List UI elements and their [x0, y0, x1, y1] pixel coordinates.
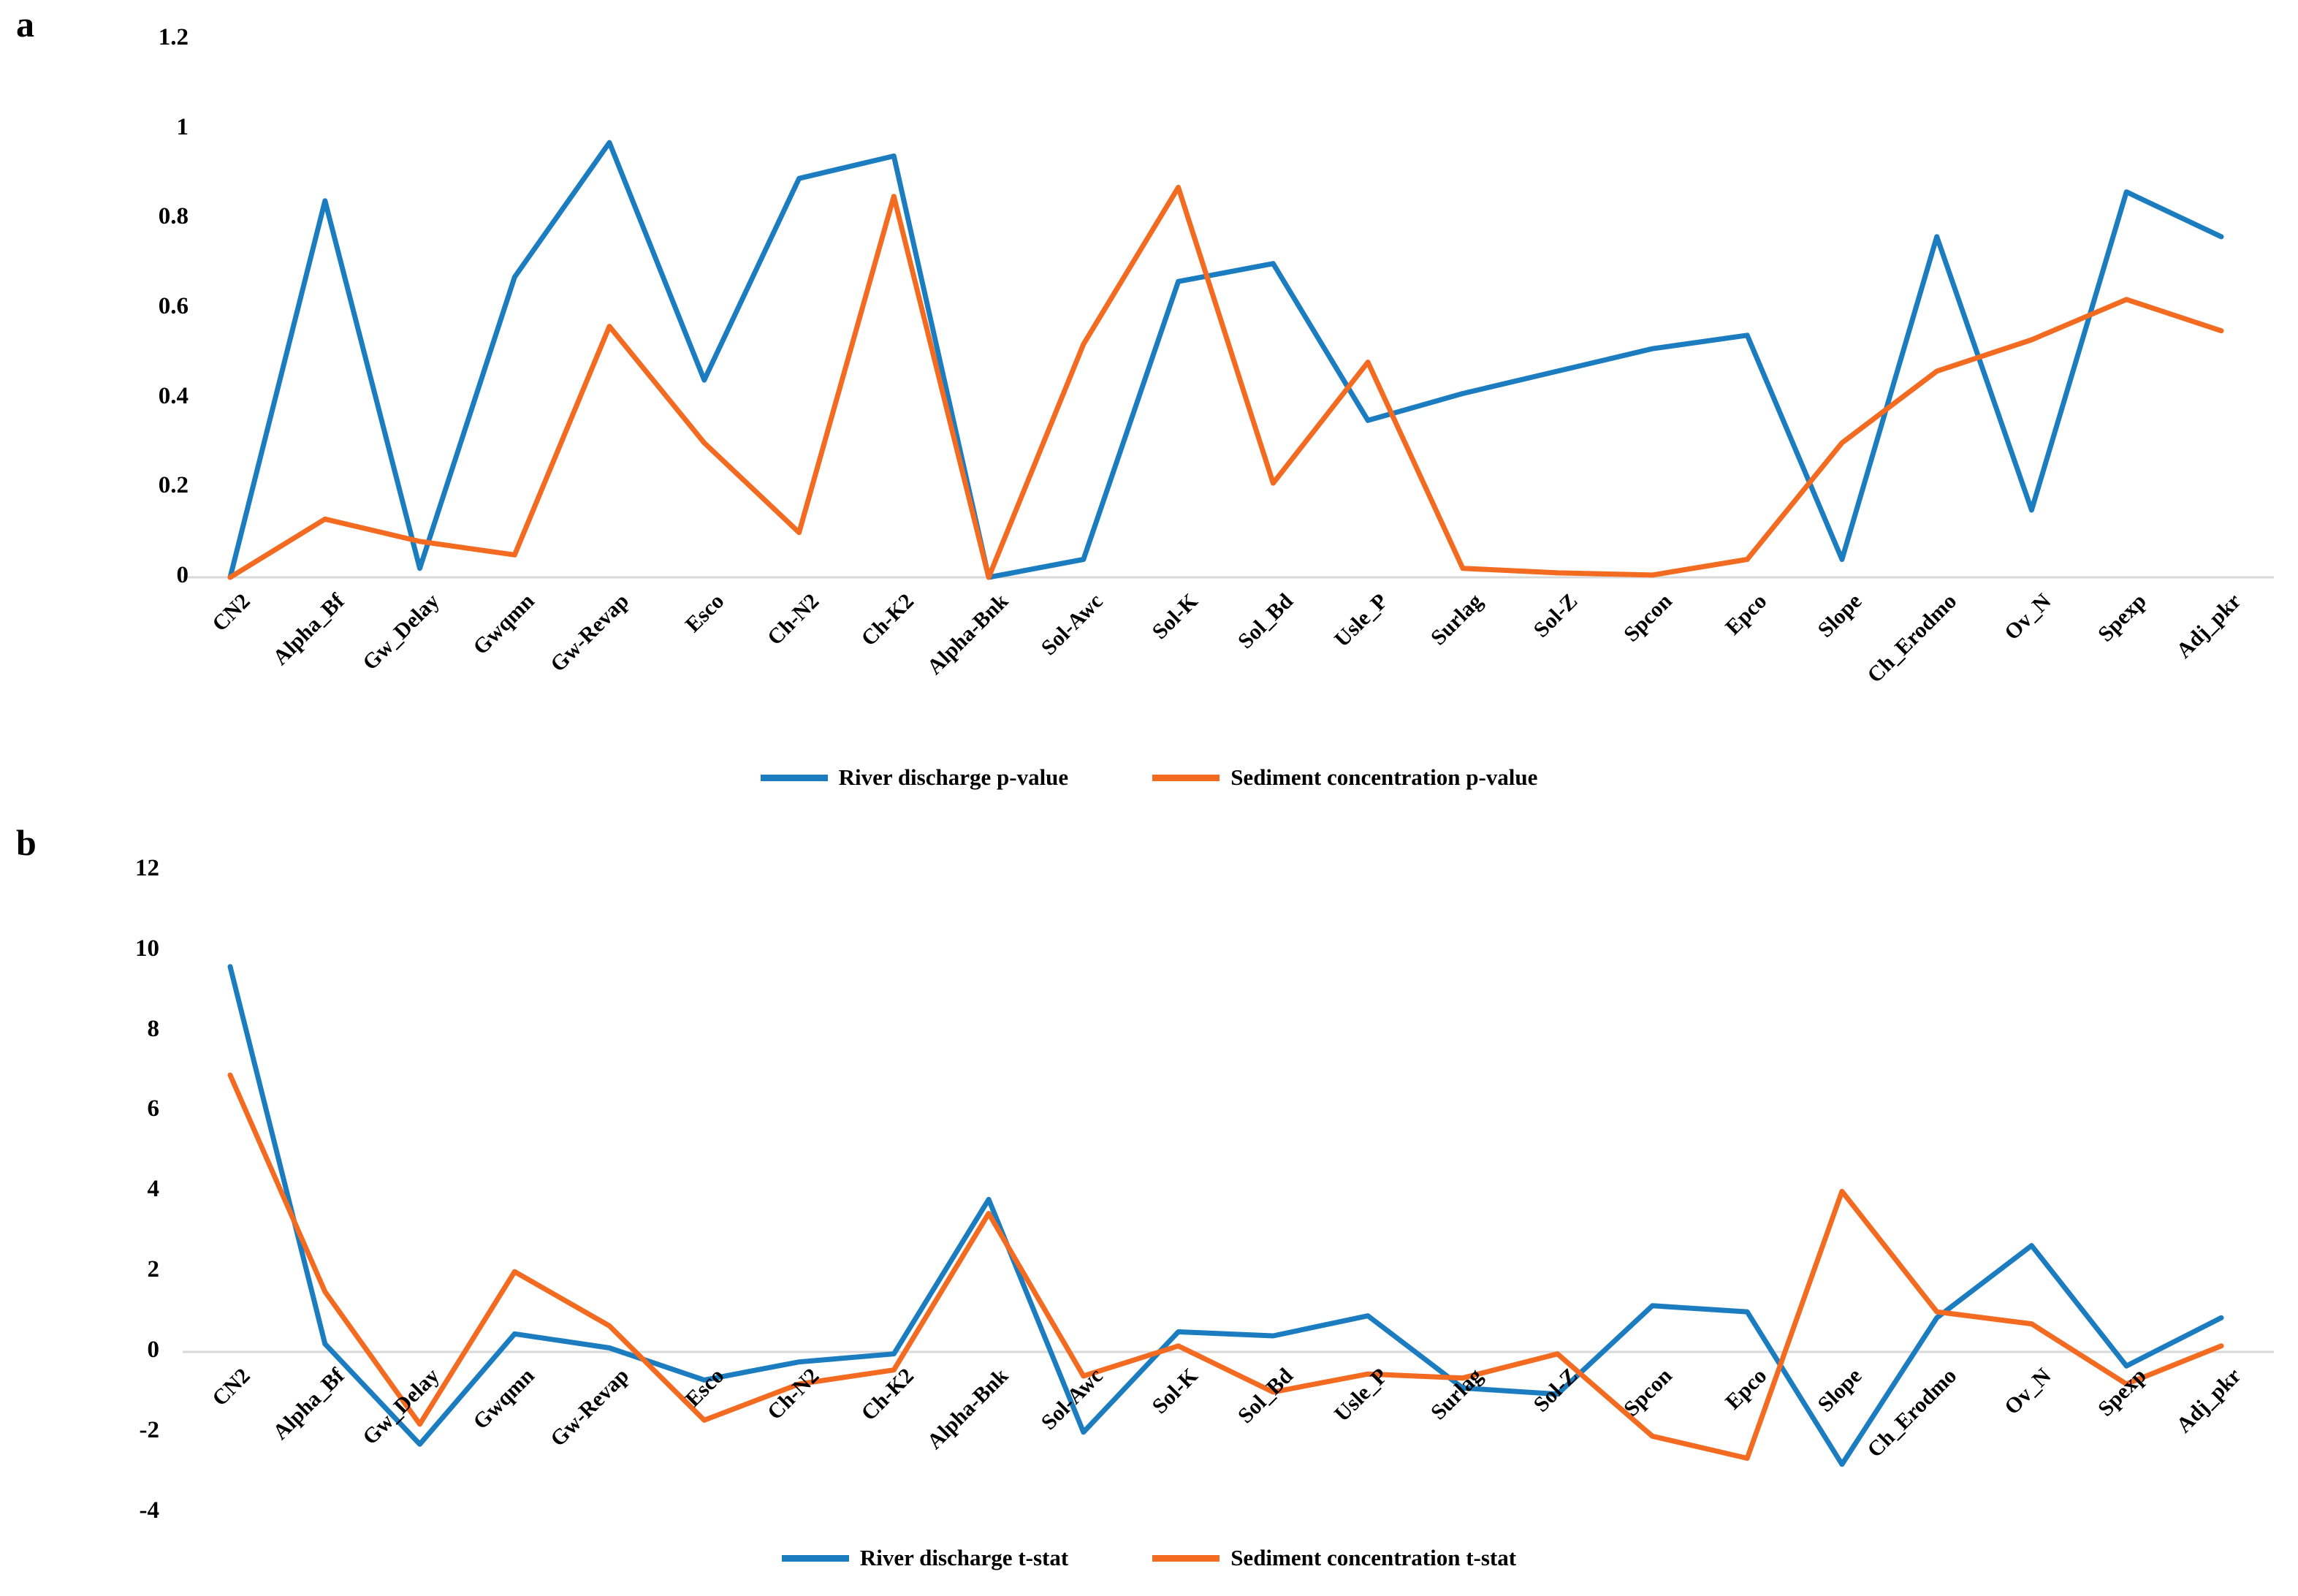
legend-label-river-discharge-t-stat: River discharge t-stat: [859, 1545, 1069, 1570]
y-tick-label-b-0: 0: [147, 1337, 160, 1363]
y-tick-label-b-4: 4: [147, 1176, 160, 1203]
y-tick-label-b-2: 2: [147, 1256, 160, 1283]
y-tick-label-b-8: 8: [147, 1015, 160, 1042]
y-tick-label-a-0: 0: [176, 562, 189, 588]
y-tick-label-b-10: 10: [135, 935, 159, 962]
river-discharge-p-value-line: [227, 140, 2224, 580]
y-tick-label-b--2: -2: [139, 1416, 160, 1443]
legend-panel-a: River discharge p-value Sediment concent…: [0, 764, 2298, 791]
river-discharge-line-swatch: [760, 774, 828, 781]
sediment-concentration-p-value-line: [227, 184, 2224, 580]
sediment-concentration-line-swatch: [1152, 774, 1220, 781]
y-tick-label-b-12: 12: [135, 854, 159, 881]
legend-label-river-discharge-p-value: River discharge p-value: [838, 764, 1069, 790]
legend-label-sediment-concentration-p-value: Sediment concentration p-value: [1230, 764, 1538, 790]
y-tick-label-b--4: -4: [139, 1497, 160, 1524]
panel-a-label: a: [16, 4, 34, 45]
legend-item-sediment-concentration-t-stat: Sediment concentration t-stat: [1152, 1545, 1516, 1571]
y-tick-label-a-0.6: 0.6: [158, 293, 189, 320]
y-tick-label-b-6: 6: [147, 1095, 160, 1122]
legend-item-sediment-concentration-p-value: Sediment concentration p-value: [1152, 764, 1537, 791]
river-discharge-line-swatch: [781, 1554, 849, 1562]
sediment-concentration-line-swatch: [1152, 1554, 1220, 1562]
legend-panel-b: River discharge t-stat Sediment concentr…: [0, 1545, 2298, 1571]
y-tick-label-a-0.2: 0.2: [158, 472, 189, 499]
legend-label-sediment-concentration-t-stat: Sediment concentration t-stat: [1230, 1545, 1517, 1570]
sediment-concentration-t-stat-line: [227, 1072, 2224, 1461]
river-discharge-t-stat-line: [227, 964, 2224, 1467]
y-tick-label-a-1.2: 1.2: [158, 24, 189, 51]
y-tick-label-a-1: 1: [176, 113, 189, 140]
y-tick-label-a-0.8: 0.8: [158, 203, 189, 230]
y-tick-label-a-0.4: 0.4: [158, 382, 189, 409]
legend-item-river-discharge-t-stat: River discharge t-stat: [781, 1545, 1069, 1571]
legend-item-river-discharge-p-value: River discharge p-value: [760, 764, 1069, 791]
panel-b-label: b: [16, 822, 37, 863]
